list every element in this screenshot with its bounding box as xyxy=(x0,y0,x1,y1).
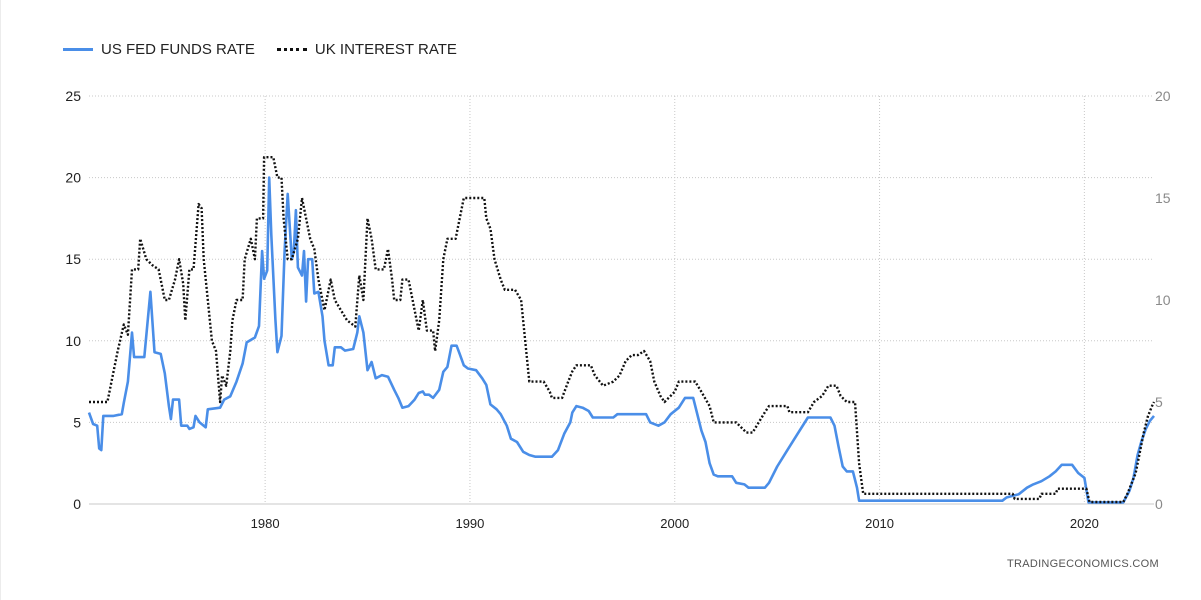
x-tick-label: 2010 xyxy=(865,516,894,531)
legend-label-uk-interest-rate: UK INTEREST RATE xyxy=(314,40,457,58)
y-left-tick-label: 0 xyxy=(73,496,81,512)
legend: US FED FUNDS RATE UK INTEREST RATE xyxy=(63,38,479,60)
y-right-tick-label: 15 xyxy=(1155,190,1171,206)
y-left-tick-label: 15 xyxy=(65,251,81,267)
y-right-tick-label: 20 xyxy=(1155,88,1171,104)
source-label: TRADINGECONOMICS.COM xyxy=(1006,558,1159,570)
y-left-tick-label: 5 xyxy=(73,414,81,430)
y-right-tick-label: 5 xyxy=(1155,394,1163,410)
x-tick-label: 2020 xyxy=(1070,516,1099,531)
series-line-uk-interest-rate xyxy=(89,156,1156,504)
y-left-tick-label: 25 xyxy=(65,88,81,104)
legend-swatch-uk-interest-rate xyxy=(276,47,307,51)
x-tick-label: 1980 xyxy=(251,516,280,531)
legend-swatch-us-fed-funds-rate xyxy=(63,47,93,51)
legend-label-us-fed-funds-rate: US FED FUNDS RATE xyxy=(101,40,255,58)
y-left-tick-label: 20 xyxy=(65,170,81,186)
x-tick-label: 1990 xyxy=(455,516,484,531)
series-line-us-fed-funds-rate xyxy=(87,176,1155,504)
y-right-tick-label: 0 xyxy=(1155,496,1163,512)
x-tick-label: 2000 xyxy=(660,516,689,531)
legend-item-us-fed-funds-rate[interactable]: US FED FUNDS RATE xyxy=(63,41,255,58)
y-left-tick-label: 10 xyxy=(65,333,81,349)
legend-item-uk-interest-rate[interactable]: UK INTEREST RATE xyxy=(276,40,457,58)
y-right-tick-label: 10 xyxy=(1155,292,1171,308)
